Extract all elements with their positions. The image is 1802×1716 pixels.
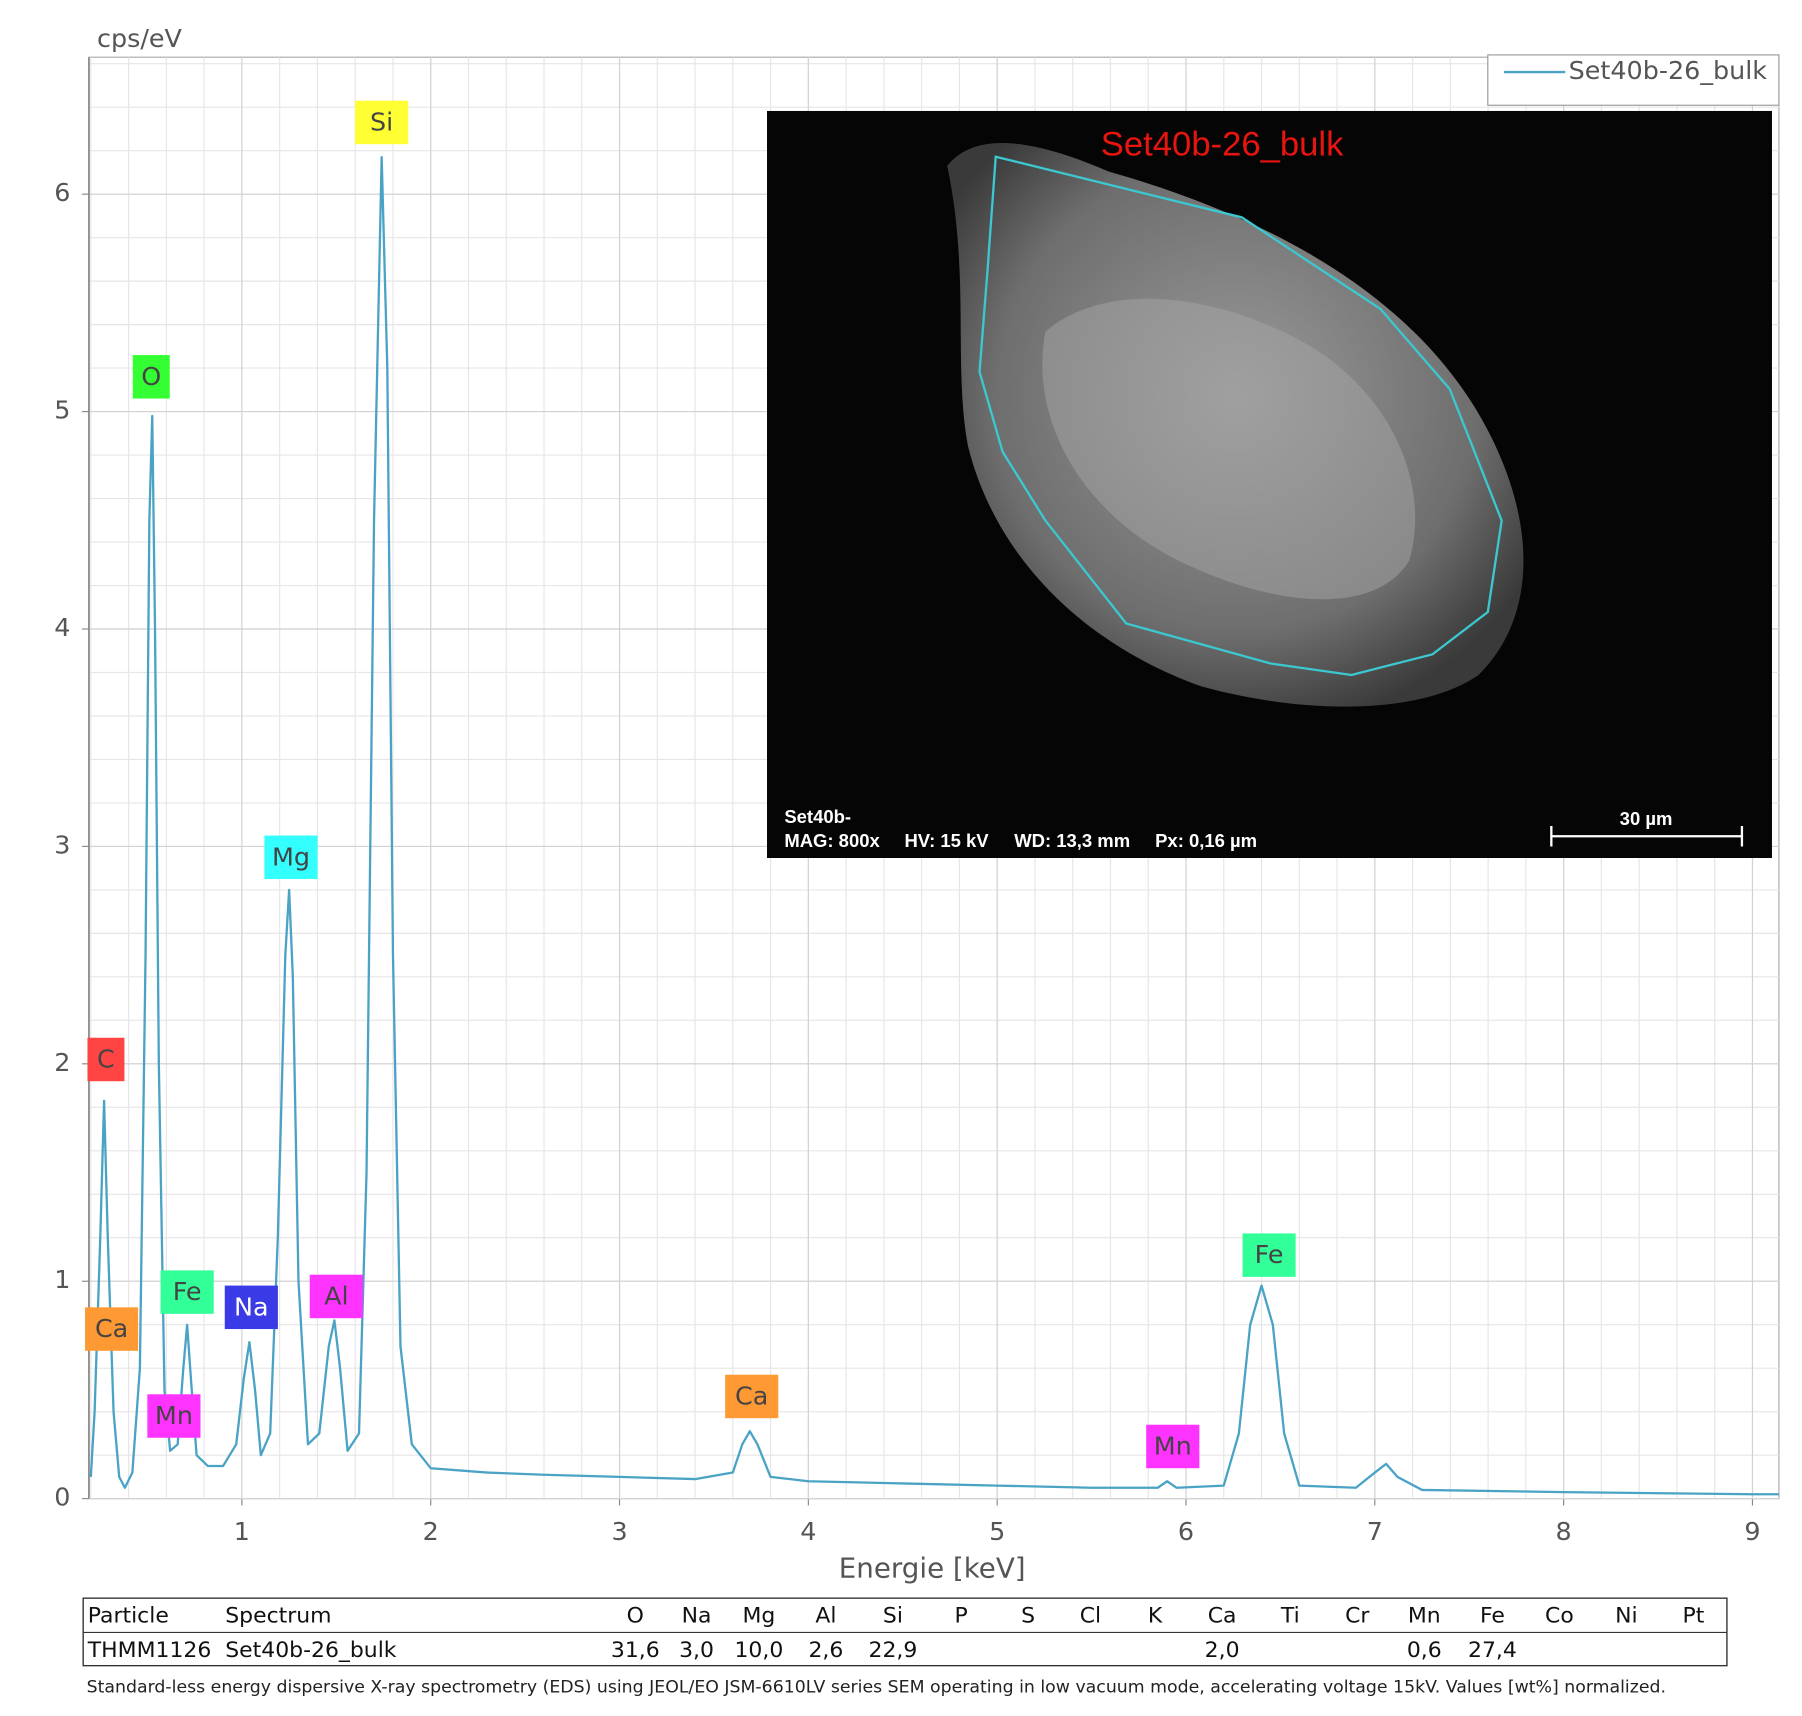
peak-label-box [309, 1274, 363, 1319]
peak-label: O [141, 362, 161, 391]
peak-label-box [264, 835, 318, 880]
y-tick-label: 4 [54, 613, 70, 642]
table-header: Ti [1280, 1604, 1300, 1629]
table-cell: THMM1126 [87, 1638, 212, 1663]
scale-label: 30 µm [1620, 808, 1673, 829]
table-cell: 27,4 [1468, 1638, 1517, 1663]
peak-label-box [132, 355, 170, 399]
table-header: Spectrum [225, 1604, 331, 1629]
x-tick-label: 1 [234, 1517, 250, 1546]
table-cell: 22,9 [868, 1638, 917, 1663]
table-header: S [1021, 1604, 1035, 1629]
table-header: Co [1545, 1604, 1574, 1629]
peak-label: Al [324, 1282, 348, 1311]
mag-label: MAG: 800x [784, 830, 880, 851]
peak-label: Na [234, 1293, 269, 1322]
table-cell: 2,6 [808, 1638, 843, 1663]
table [82, 1597, 1728, 1667]
legend-box [1487, 54, 1780, 106]
peak-label-box [725, 1374, 779, 1419]
x-tick-label: 3 [611, 1517, 627, 1546]
y-tick-label: 1 [54, 1265, 70, 1294]
peak-label-box [355, 100, 409, 145]
table-header: Ni [1615, 1604, 1638, 1629]
table-header: Ca [1208, 1604, 1237, 1629]
peak-label-box [85, 1307, 139, 1351]
table-header: Fe [1480, 1604, 1505, 1629]
peak-label-box [87, 1037, 125, 1082]
inset-image: Set40b-26_bulk Set40b- MAG: 800x HV: 15 … [767, 110, 1772, 858]
footnote: Standard-less energy dispersive X-ray sp… [87, 1677, 1666, 1697]
x-tick-label: 7 [1367, 1517, 1383, 1546]
table-header: Cr [1345, 1604, 1369, 1629]
x-tick-label: 9 [1744, 1517, 1760, 1546]
peak-label: Si [370, 108, 393, 137]
x-tick-label: 2 [423, 1517, 439, 1546]
peak-label: Ca [735, 1382, 768, 1411]
peak-label-box [1242, 1233, 1296, 1277]
particle-highlight [1042, 298, 1416, 600]
spectrum-line [89, 156, 1779, 1496]
y-tick-label: 5 [54, 396, 70, 425]
table-cell: 10,0 [734, 1638, 783, 1663]
table-header: Si [883, 1604, 903, 1629]
table-cell: 3,0 [679, 1638, 714, 1663]
peak-label-box [147, 1394, 201, 1438]
x-tick-label: 4 [800, 1517, 816, 1546]
scale-bar [1550, 825, 1744, 847]
hv-label: HV: 15 kV [904, 830, 989, 851]
y-tick-label: 6 [54, 178, 70, 207]
table-cell: 31,6 [611, 1638, 660, 1663]
px-label: Px: 0,16 µm [1155, 830, 1257, 851]
table-header: Mn [1408, 1604, 1441, 1629]
table-cell: Set40b-26_bulk [225, 1638, 397, 1663]
sample-label: Set40b- [784, 806, 851, 827]
peak-label-box [224, 1285, 278, 1330]
table-cell: 2,0 [1205, 1638, 1240, 1663]
peak-label-box [160, 1270, 214, 1314]
wd-label: WD: 13,3 mm [1014, 830, 1130, 851]
x-tick-label: 8 [1556, 1517, 1572, 1546]
table-header: O [627, 1604, 644, 1629]
table-cell: 0,6 [1407, 1638, 1442, 1663]
peak-label: Fe [1255, 1240, 1284, 1269]
region-outline [978, 155, 1503, 677]
peak-label: Fe [173, 1277, 202, 1306]
table-header: Cl [1080, 1604, 1101, 1629]
x-tick-label: 6 [1178, 1517, 1194, 1546]
table-header: Particle [88, 1604, 169, 1629]
peak-label: C [97, 1045, 115, 1074]
x-tick-label: 5 [989, 1517, 1005, 1546]
peak-label: Mn [155, 1401, 193, 1430]
table-header: Al [815, 1604, 836, 1629]
legend-label: Set40b-26_bulk [1569, 56, 1768, 85]
table-header: K [1148, 1604, 1163, 1629]
table-header: P [954, 1604, 967, 1629]
y-axis-label: cps/eV [97, 24, 183, 53]
peak-label: Ca [95, 1314, 128, 1343]
peak-label: Mg [272, 842, 310, 871]
table-header: Mg [742, 1604, 775, 1629]
table-header: Na [682, 1604, 712, 1629]
y-tick-label: 2 [54, 1048, 70, 1077]
y-tick-label: 0 [54, 1483, 70, 1512]
peak-label-box [1146, 1424, 1200, 1469]
table-header: Pt [1682, 1604, 1704, 1629]
y-tick-label: 3 [54, 830, 70, 859]
inset-title: Set40b-26_bulk [1101, 126, 1344, 164]
peak-label: Mn [1154, 1432, 1192, 1461]
x-axis-label: Energie [keV] [839, 1552, 1026, 1585]
